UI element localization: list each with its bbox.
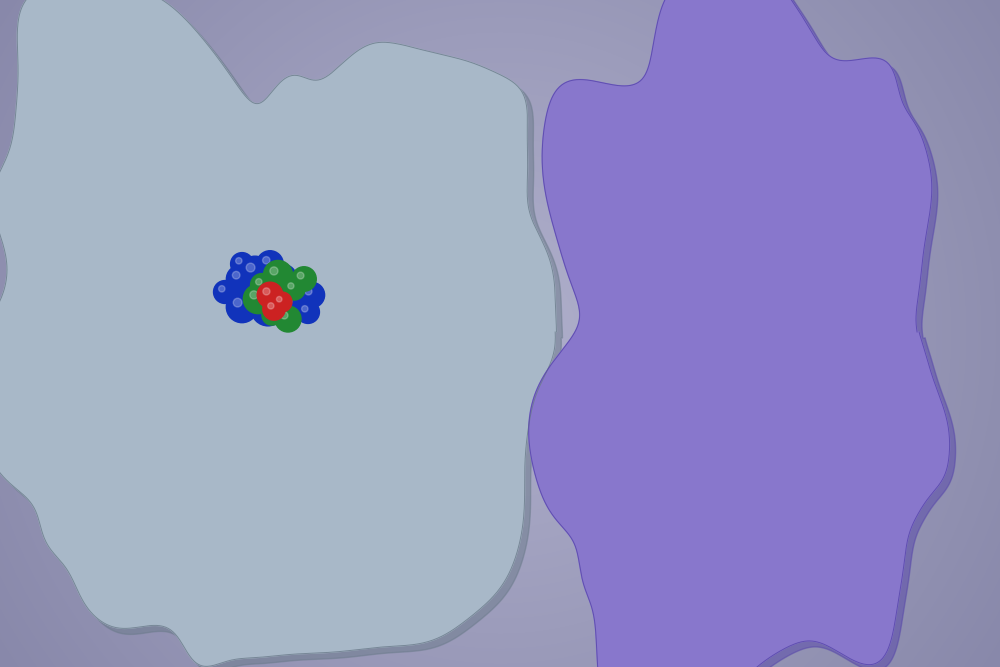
- Circle shape: [302, 305, 308, 312]
- Circle shape: [270, 287, 278, 295]
- Circle shape: [267, 264, 297, 294]
- Circle shape: [249, 286, 258, 295]
- Circle shape: [292, 267, 316, 291]
- Circle shape: [263, 288, 270, 295]
- Circle shape: [251, 292, 285, 326]
- Circle shape: [272, 292, 292, 312]
- Circle shape: [226, 265, 254, 293]
- Circle shape: [263, 257, 270, 264]
- Circle shape: [239, 256, 271, 288]
- Circle shape: [257, 251, 283, 277]
- Circle shape: [276, 296, 282, 302]
- Polygon shape: [0, 0, 556, 666]
- Circle shape: [226, 291, 258, 323]
- Circle shape: [264, 281, 292, 309]
- Circle shape: [236, 257, 242, 264]
- Circle shape: [219, 285, 225, 292]
- Circle shape: [297, 301, 319, 323]
- Circle shape: [297, 272, 304, 279]
- Circle shape: [266, 309, 272, 315]
- Circle shape: [274, 271, 282, 279]
- Circle shape: [250, 291, 258, 299]
- Polygon shape: [529, 0, 950, 667]
- Circle shape: [263, 297, 285, 320]
- Circle shape: [233, 298, 242, 307]
- Polygon shape: [0, 0, 562, 667]
- Circle shape: [299, 282, 325, 307]
- Circle shape: [262, 305, 282, 325]
- Circle shape: [268, 303, 274, 309]
- Circle shape: [243, 279, 273, 310]
- Circle shape: [281, 311, 288, 319]
- Circle shape: [259, 299, 268, 309]
- Circle shape: [288, 283, 294, 289]
- Circle shape: [284, 297, 292, 305]
- Circle shape: [231, 253, 253, 275]
- Circle shape: [256, 279, 262, 285]
- Circle shape: [283, 278, 305, 300]
- Polygon shape: [535, 0, 956, 667]
- Circle shape: [243, 284, 273, 313]
- Circle shape: [263, 260, 293, 289]
- Circle shape: [246, 263, 255, 272]
- Circle shape: [232, 271, 240, 279]
- Circle shape: [290, 277, 298, 285]
- Circle shape: [305, 288, 312, 295]
- Circle shape: [214, 281, 236, 303]
- Circle shape: [278, 291, 306, 319]
- Circle shape: [275, 306, 301, 332]
- Circle shape: [284, 271, 312, 299]
- Circle shape: [257, 282, 283, 307]
- Circle shape: [270, 267, 278, 275]
- Circle shape: [251, 273, 273, 296]
